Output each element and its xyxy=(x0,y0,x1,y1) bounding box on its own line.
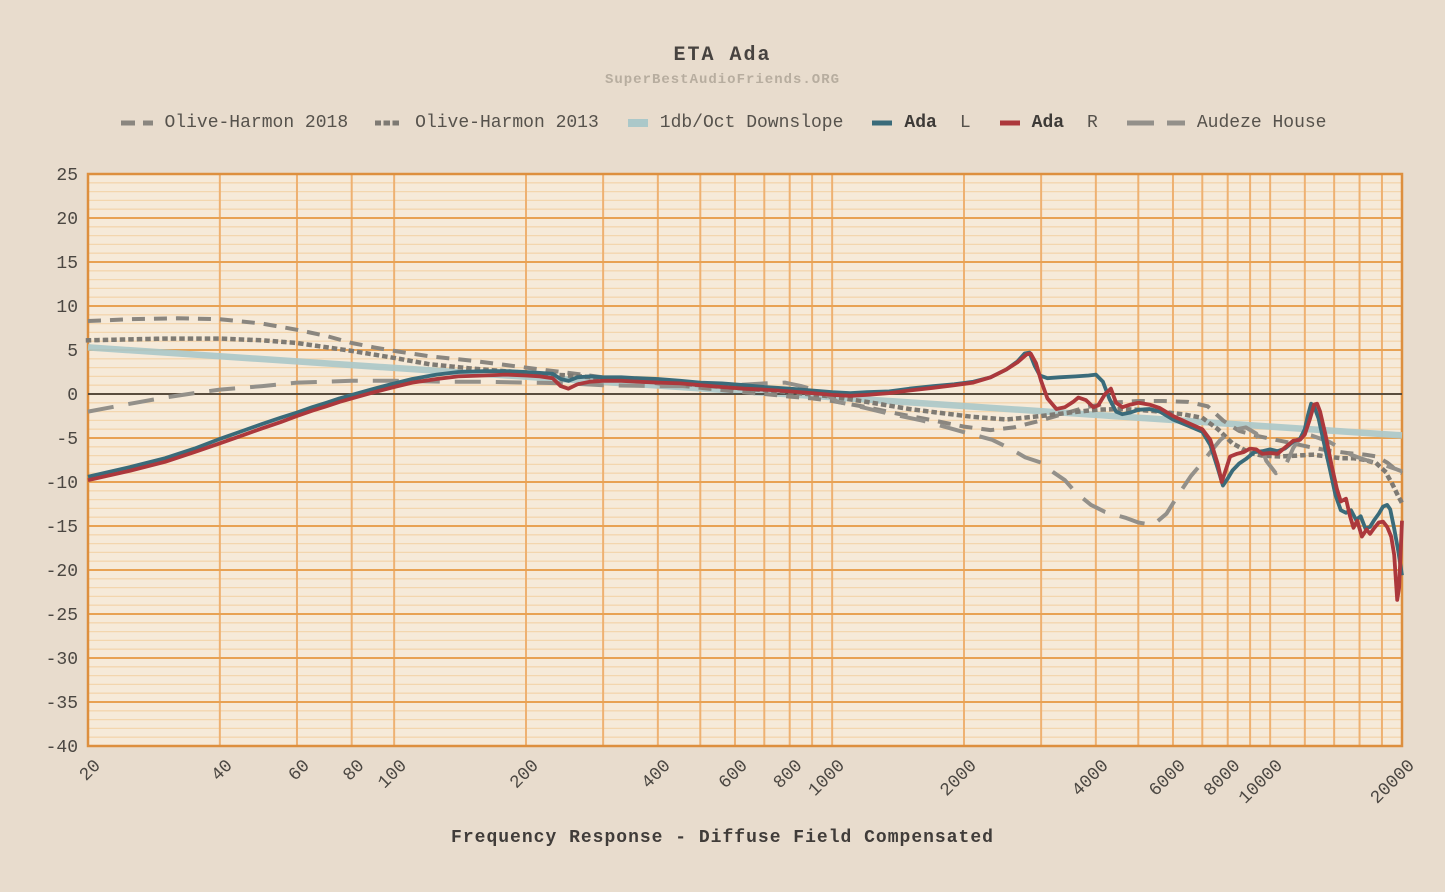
x-tick-text: 200 xyxy=(506,756,543,793)
legend-item-adaR: Ada R xyxy=(998,113,1098,133)
y-tick-label: -15 xyxy=(46,518,78,538)
legend-marker-dashed-icon xyxy=(120,120,153,126)
series-oh2013 xyxy=(85,336,1406,507)
legend-label: 1db/Oct Downslope xyxy=(659,113,844,133)
x-tick-text: 20000 xyxy=(1367,756,1419,808)
series-adaR xyxy=(87,351,1404,602)
legend-label-channel: R xyxy=(1087,113,1098,133)
legend-label: Ada xyxy=(904,113,937,133)
y-tick-label: 5 xyxy=(67,342,78,362)
x-tick-text: 10000 xyxy=(1235,756,1287,808)
x-tick-text: 100 xyxy=(375,756,412,793)
legend-item-oh2013: Olive-Harmon 2013 xyxy=(375,113,599,133)
x-tick-text: 1000 xyxy=(805,756,850,801)
x-tick-label: 4000 xyxy=(1069,756,1114,801)
legend-item-audeze: Audeze House xyxy=(1125,113,1327,133)
y-tick-label: -10 xyxy=(46,474,78,494)
x-tick-text: 6000 xyxy=(1146,756,1191,801)
x-tick-text: 80 xyxy=(340,756,369,785)
x-tick-label: 40 xyxy=(208,756,237,785)
page-title: ETA Ada xyxy=(673,44,772,67)
legend-label: Ada xyxy=(1031,113,1065,133)
x-tick-text: 4000 xyxy=(1069,756,1114,801)
x-tick-label: 200 xyxy=(506,756,543,793)
x-tick-label: 60 xyxy=(285,756,314,785)
legend-marker-dotted-icon xyxy=(375,120,406,126)
y-tick-label: 25 xyxy=(56,166,78,186)
x-tick-label: 10000 xyxy=(1235,756,1287,808)
x-tick-label: 800 xyxy=(770,756,807,793)
x-tick-label: 80 xyxy=(340,756,369,785)
legend-marker-solid-icon xyxy=(872,120,893,126)
legend-item-adaL: Ada L xyxy=(870,113,971,133)
x-tick-label: 20000 xyxy=(1367,756,1419,808)
legend-label: Audeze House xyxy=(1196,113,1327,133)
chart-caption: Frequency Response - Diffuse Field Compe… xyxy=(451,828,994,848)
legend-label: Olive-Harmon 2018 xyxy=(164,113,349,133)
y-tick-label: -30 xyxy=(46,650,78,670)
x-tick-text: 2000 xyxy=(937,756,982,801)
x-tick-text: 800 xyxy=(770,756,807,793)
page-subtitle: SuperBestAudioFriends.ORG xyxy=(604,72,841,88)
legend-item-oh2018: Olive-Harmon 2018 xyxy=(119,113,349,133)
chart-legend: Olive-Harmon 2018 Olive-Harmon 2013 1db/Oc… xyxy=(0,113,1445,133)
legend-item-downslope: 1db/Oct Downslope xyxy=(626,113,844,133)
y-tick-label: 10 xyxy=(56,298,78,318)
y-tick-label: 0 xyxy=(67,386,78,406)
series-oh2018 xyxy=(87,316,1403,475)
x-tick-label: 2000 xyxy=(937,756,982,801)
legend-label: Olive-Harmon 2013 xyxy=(415,113,599,133)
y-tick-label: -20 xyxy=(46,562,78,582)
x-tick-label: 100 xyxy=(375,756,412,793)
x-tick-label: 6000 xyxy=(1146,756,1191,801)
x-tick-label: 1000 xyxy=(805,756,850,801)
y-tick-label: 15 xyxy=(56,254,78,274)
x-tick-text: 60 xyxy=(285,756,314,785)
legend-label-channel: L xyxy=(959,113,971,133)
legend-marker-band-icon xyxy=(627,119,648,127)
legend-marker-longdash-icon xyxy=(1126,120,1185,126)
x-tick-label: 20 xyxy=(76,756,105,785)
x-tick-text: 40 xyxy=(208,756,237,785)
y-tick-label: -40 xyxy=(46,738,78,758)
y-tick-label: 20 xyxy=(56,210,78,230)
plot-background xyxy=(88,174,1402,746)
x-tick-label: 400 xyxy=(638,756,675,793)
y-tick-label: -5 xyxy=(56,430,78,450)
y-tick-label: -25 xyxy=(46,606,78,626)
x-tick-text: 20 xyxy=(76,756,105,785)
y-tick-label: -35 xyxy=(46,694,78,714)
x-tick-text: 400 xyxy=(638,756,675,793)
legend-marker-solid-icon xyxy=(999,120,1020,126)
x-tick-text: 600 xyxy=(715,756,752,793)
plot-frame xyxy=(86,172,1404,748)
series-adaL xyxy=(87,350,1404,576)
x-tick-label: 600 xyxy=(715,756,752,793)
